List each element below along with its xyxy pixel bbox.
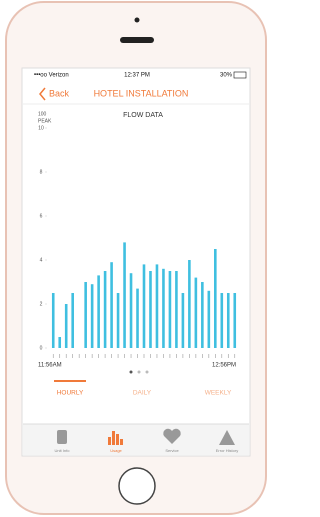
bar <box>220 293 223 348</box>
bar <box>175 271 178 348</box>
y-axis-label: 100 <box>38 111 47 117</box>
tab-label[interactable]: Error History <box>216 448 238 453</box>
y-tick-label: 6 <box>40 213 43 219</box>
x-start-label: 11:56AM <box>38 363 62 369</box>
bar <box>195 278 198 348</box>
bar <box>136 289 139 348</box>
clock: 12:37 PM <box>124 73 150 79</box>
bar <box>97 275 100 348</box>
y-axis-label: PEAK <box>38 118 52 124</box>
bar <box>182 293 185 348</box>
screenshot: •••oo Verizon 12:37 PM 30% Back HOTEL IN… <box>0 0 272 517</box>
bar <box>104 271 107 348</box>
home-button[interactable] <box>119 468 155 504</box>
bar <box>201 282 204 348</box>
period-tab[interactable]: HOURLY <box>57 390 84 397</box>
tab-label[interactable]: Unit Info <box>55 448 71 453</box>
bar <box>110 262 113 348</box>
bar <box>233 293 236 348</box>
bar <box>156 264 159 348</box>
tab-label[interactable]: Service <box>165 448 179 453</box>
bar <box>188 260 191 348</box>
x-end-label: 12:56PM <box>212 363 236 369</box>
active-underline <box>54 380 86 382</box>
y-tick-label: 0 <box>40 345 43 351</box>
page-dot[interactable] <box>130 371 133 374</box>
bar <box>208 291 211 348</box>
y-tick-label: 2 <box>40 301 43 307</box>
page-dot[interactable] <box>146 371 149 374</box>
y-tick-label: 8 <box>40 169 43 175</box>
page-dot[interactable] <box>138 371 141 374</box>
bar <box>71 293 74 348</box>
bar <box>149 271 152 348</box>
carrier: •••oo Verizon <box>34 73 69 79</box>
camera <box>135 18 140 23</box>
bar <box>123 242 126 348</box>
bar <box>91 284 94 348</box>
bar <box>162 269 165 348</box>
bar <box>117 293 120 348</box>
bar <box>227 293 230 348</box>
chart-title: FLOW DATA <box>123 112 163 119</box>
bar <box>143 264 146 348</box>
unit-info-icon[interactable] <box>57 430 67 444</box>
back-button[interactable]: Back <box>49 88 70 98</box>
y-tick-label: 4 <box>40 257 43 263</box>
bar <box>84 282 87 348</box>
tab-label[interactable]: Usage <box>110 448 122 453</box>
bar <box>169 271 172 348</box>
period-tab[interactable]: DAILY <box>133 390 152 397</box>
bar <box>130 273 133 348</box>
page-title: HOTEL INSTALLATION <box>94 88 189 98</box>
bar <box>58 337 61 348</box>
bar <box>214 249 217 348</box>
period-tab[interactable]: WEEKLY <box>205 390 232 397</box>
bar <box>65 304 68 348</box>
y-tick-label: 10 <box>38 125 44 131</box>
bar <box>52 293 55 348</box>
battery: 30% <box>220 73 233 79</box>
speaker <box>120 37 154 43</box>
